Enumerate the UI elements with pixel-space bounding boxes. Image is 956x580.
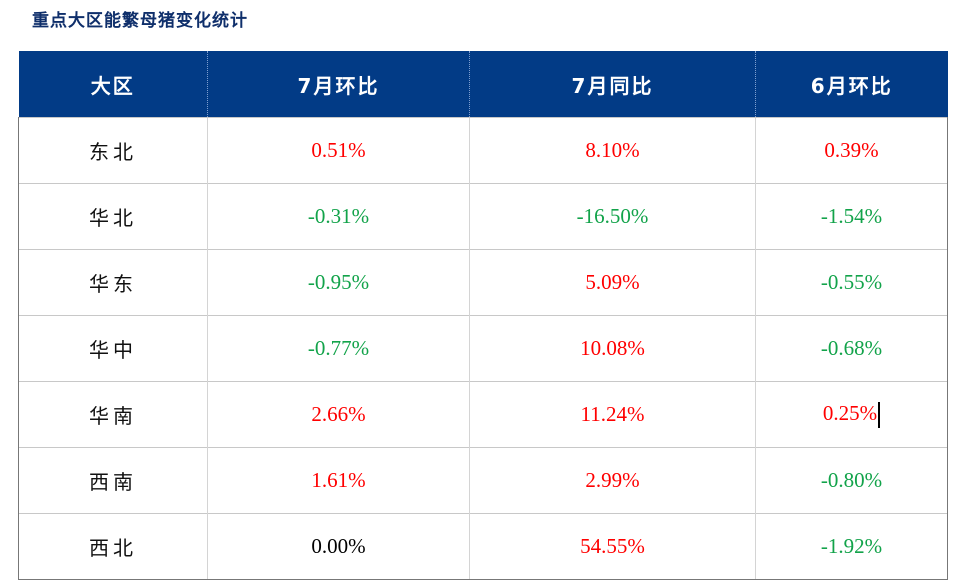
jul-mom-cell: -0.77% [207, 315, 470, 382]
jun-mom-cell: -0.80% [755, 447, 948, 514]
jun-mom-cell-editing[interactable]: 0.25% [755, 381, 948, 448]
header-region: 大区 [18, 51, 208, 118]
jul-yoy-cell: 10.08% [469, 315, 756, 382]
table-row: 华北 -0.31% -16.50% -1.54% [18, 183, 948, 250]
jul-mom-cell: 0.51% [207, 117, 470, 184]
jun-mom-cell: -0.68% [755, 315, 948, 382]
region-cell: 西北 [18, 513, 208, 580]
region-cell: 华中 [18, 315, 208, 382]
jul-mom-cell: 2.66% [207, 381, 470, 448]
region-cell: 华北 [18, 183, 208, 250]
table-row: 华东 -0.95% 5.09% -0.55% [18, 249, 948, 316]
table-row: 西北 0.00% 54.55% -1.92% [18, 513, 948, 580]
jun-mom-cell: -1.54% [755, 183, 948, 250]
header-jul-mom: 7月环比 [207, 51, 470, 118]
jul-yoy-cell: 11.24% [469, 381, 756, 448]
table-row: 华中 -0.77% 10.08% -0.68% [18, 315, 948, 382]
jul-yoy-cell: 5.09% [469, 249, 756, 316]
region-cell: 华南 [18, 381, 208, 448]
page-title: 重点大区能繁母猪变化统计 [32, 11, 248, 31]
header-jul-yoy: 7月同比 [469, 51, 756, 118]
text-cursor [878, 402, 881, 429]
jun-mom-value: 0.25% [822, 400, 878, 425]
region-cell: 西南 [18, 447, 208, 514]
jun-mom-cell: -1.92% [755, 513, 948, 580]
jul-yoy-cell: 2.99% [469, 447, 756, 514]
jun-mom-cell: 0.39% [755, 117, 948, 184]
jul-mom-cell: 0.00% [207, 513, 470, 580]
sow-change-table: 大区 7月环比 7月同比 6月环比 东北 0.51% 8.10% 0.39% 华… [18, 51, 948, 580]
region-cell: 东北 [18, 117, 208, 184]
jul-mom-cell: 1.61% [207, 447, 470, 514]
table-header-row: 大区 7月环比 7月同比 6月环比 [18, 51, 948, 118]
jul-yoy-cell: 54.55% [469, 513, 756, 580]
table-row: 华南 2.66% 11.24% 0.25% [18, 381, 948, 448]
table-row: 西南 1.61% 2.99% -0.80% [18, 447, 948, 514]
jul-yoy-cell: 8.10% [469, 117, 756, 184]
jul-mom-cell: -0.31% [207, 183, 470, 250]
jul-mom-cell: -0.95% [207, 249, 470, 316]
table-row: 东北 0.51% 8.10% 0.39% [18, 117, 948, 184]
jul-yoy-cell: -16.50% [469, 183, 756, 250]
region-cell: 华东 [18, 249, 208, 316]
jun-mom-cell: -0.55% [755, 249, 948, 316]
header-jun-mom: 6月环比 [755, 51, 948, 118]
